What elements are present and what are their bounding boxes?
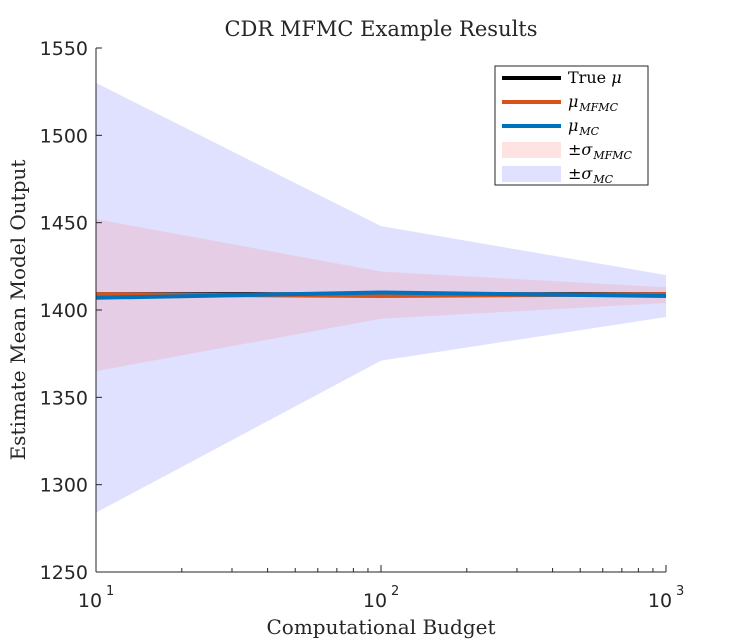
x-tick-exponent: 2	[391, 584, 399, 599]
x-tick-exponent: 3	[676, 584, 684, 599]
x-tick-label: 10	[363, 590, 387, 612]
y-tick-label: 1450	[40, 213, 88, 235]
legend-item-sigma-mc: ±σMC	[502, 164, 614, 186]
legend-item-true-mu: True μ	[502, 68, 622, 87]
legend-label: μMFMC	[568, 92, 619, 114]
y-tick-label: 1350	[40, 387, 88, 409]
y-tick-label: 1250	[40, 562, 88, 584]
y-tick-label: 1400	[40, 300, 88, 322]
legend-label: ±σMFMC	[568, 140, 632, 162]
y-tick-label: 1550	[40, 38, 88, 60]
y-tick-label: 1500	[40, 125, 88, 147]
legend-item-mu-mc: μMC	[502, 116, 600, 138]
x-tick-label: 10	[78, 590, 102, 612]
legend-label: μMC	[568, 116, 600, 138]
x-tick-label: 10	[648, 590, 672, 612]
series-line-mu-mc	[95, 290, 667, 300]
legend-label: ±σMC	[568, 164, 614, 186]
x-axis-label: Computational Budget	[266, 615, 495, 639]
x-tick-exponent: 1	[106, 584, 114, 599]
legend-item-sigma-mfmc: ±σMFMC	[502, 140, 632, 162]
y-axis-label: Estimate Mean Model Output	[6, 160, 30, 461]
chart-title: CDR MFMC Example Results	[224, 17, 537, 41]
legend-item-mu-mfmc: μMFMC	[502, 92, 619, 114]
legend-swatch-patch	[502, 142, 561, 158]
legend-label: True μ	[568, 68, 622, 87]
y-tick-label: 1300	[40, 475, 88, 497]
plot-area: 1250 1300 1350 1400 1450 1500 1550 10 1 10 2 10 3	[40, 38, 685, 612]
legend-swatch-patch	[502, 166, 561, 182]
